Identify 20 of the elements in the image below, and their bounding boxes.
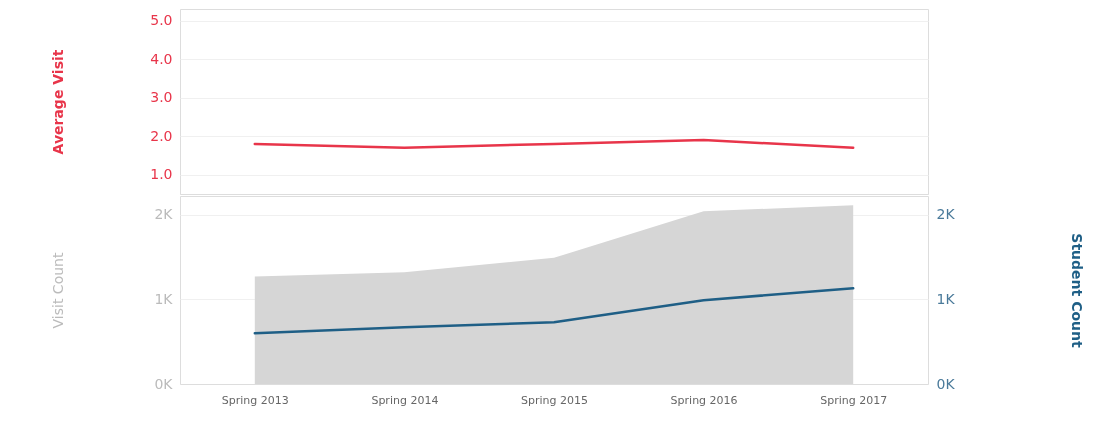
- y2-axis-title: Student Count: [1068, 233, 1085, 348]
- x-tick-label: Spring 2014: [371, 393, 439, 407]
- line-series: [253, 287, 855, 335]
- x-tick-label: Spring 2015: [521, 393, 588, 407]
- y-tick-label: 0K: [154, 375, 174, 392]
- y-tick-label: 1K: [154, 290, 174, 307]
- y-axis-title: Average Visit: [49, 49, 66, 155]
- x-tick-label: Spring 2016: [670, 393, 738, 407]
- y2-tick-label: 1K: [936, 290, 956, 307]
- x-tick-label: Spring 2013: [221, 393, 289, 407]
- y-tick-label: 5.0: [150, 12, 173, 29]
- y2-tick-label: 2K: [936, 206, 956, 223]
- x-tick-label: Spring 2017: [820, 393, 888, 407]
- y-tick-label: 3.0: [150, 89, 173, 106]
- y-tick-label: 4.0: [150, 50, 173, 67]
- y-tick-label: 2K: [154, 206, 174, 223]
- y2-tick-label: 0K: [936, 375, 956, 392]
- y-axis-title: Visit Count: [49, 252, 66, 329]
- y-tick-label: 2.0: [150, 127, 173, 144]
- y-tick-label: 1.0: [150, 166, 173, 183]
